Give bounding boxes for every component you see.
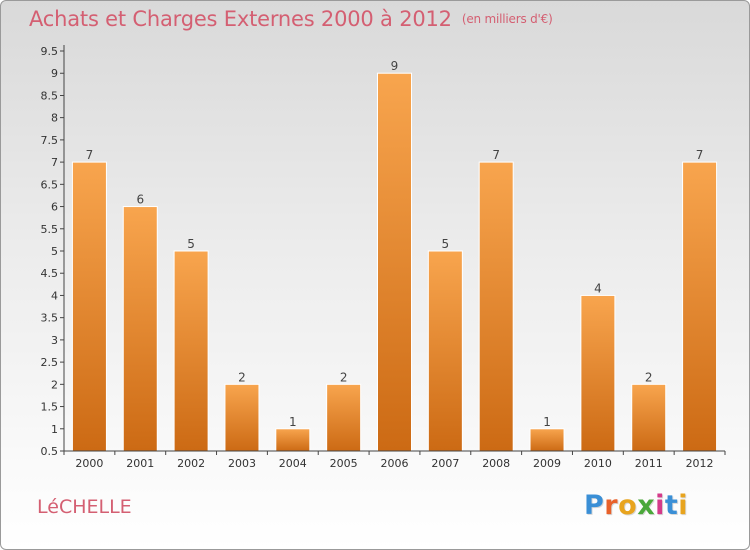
x-tick-label: 2000 <box>75 457 103 470</box>
y-tick-label: 7 <box>51 156 58 169</box>
x-tick-label: 2002 <box>177 457 205 470</box>
data-label: 6 <box>136 193 144 207</box>
x-tick-label: 2001 <box>126 457 154 470</box>
data-label: 5 <box>442 237 450 251</box>
bar <box>478 161 514 452</box>
logo-letter: P <box>584 490 605 521</box>
y-tick-label: 4.5 <box>41 267 59 280</box>
bar <box>377 72 412 452</box>
data-label: 1 <box>289 415 297 429</box>
x-tick-label: 2008 <box>482 457 510 470</box>
data-label: 4 <box>594 281 602 295</box>
data-label: 7 <box>696 148 704 162</box>
data-label: 9 <box>391 59 399 73</box>
data-label: 2 <box>238 370 246 384</box>
bar <box>631 383 667 452</box>
y-tick-label: 9 <box>51 67 58 80</box>
y-tick-label: 8.5 <box>41 89 59 102</box>
bars-layer: 7 6 5 2 1 2 9 5 7 1 4 2 7 <box>71 59 718 452</box>
bar <box>580 294 616 452</box>
y-tick-label: 6.5 <box>41 178 59 191</box>
x-tick-label: 2012 <box>686 457 714 470</box>
logo-letter: r <box>604 490 619 521</box>
bar <box>326 383 362 452</box>
bar <box>427 250 463 452</box>
y-tick-label: 2.5 <box>41 356 59 369</box>
chart-title: Achats et Charges Externes 2000 à 2012 (e… <box>29 7 553 31</box>
y-tick-label: 7.5 <box>41 134 59 147</box>
x-tick-label: 2006 <box>381 457 409 470</box>
x-tick-label: 2003 <box>228 457 256 470</box>
x-tick-label: 2009 <box>533 457 561 470</box>
y-tick-label: 3 <box>51 334 58 347</box>
x-tick-label: 2010 <box>584 457 612 470</box>
chart-title-text: Achats et Charges Externes 2000 à 2012 <box>29 7 452 31</box>
bar <box>173 250 209 452</box>
proxiti-logo[interactable]: Proxiti <box>584 490 688 521</box>
chart-unit-note: (en milliers d'€) <box>461 12 553 26</box>
bar <box>682 161 718 452</box>
logo-letter: t <box>664 490 679 521</box>
commune-name: LéCHELLE <box>37 496 132 518</box>
axis-layer: 2000 2001 2002 2003 2004 2005 2006 2007 2008 2009… <box>41 45 726 470</box>
y-tick-label: 9.5 <box>41 45 59 58</box>
data-label: 7 <box>86 148 94 162</box>
logo-letter: x <box>637 490 656 521</box>
logo-letter: i <box>655 490 665 521</box>
logo-letter: i <box>678 490 689 521</box>
data-label: 7 <box>492 148 500 162</box>
y-tick-label: 1 <box>51 423 58 436</box>
bar <box>224 383 260 452</box>
data-label: 2 <box>340 370 348 384</box>
y-tick-label: 5.5 <box>41 223 59 236</box>
logo-letter: o <box>618 490 638 521</box>
y-tick-label: 1.5 <box>41 401 59 414</box>
y-tick-label: 3.5 <box>41 312 59 325</box>
x-tick-label: 2004 <box>279 457 307 470</box>
x-tick-label: 2011 <box>635 457 663 470</box>
x-tick-label: 2007 <box>431 457 459 470</box>
y-tick-label: 2 <box>51 378 58 391</box>
bar <box>275 428 311 452</box>
y-tick-label: 4 <box>51 289 58 302</box>
bar <box>529 428 565 452</box>
y-tick-label: 5 <box>51 245 58 258</box>
bar <box>122 206 158 452</box>
data-label: 5 <box>187 237 195 251</box>
y-tick-label: 8 <box>51 112 58 125</box>
y-tick-label: 0.5 <box>41 445 59 458</box>
y-tick-label: 6 <box>51 201 58 214</box>
data-label: 2 <box>645 370 653 384</box>
bar <box>71 161 107 452</box>
data-label: 1 <box>543 415 551 429</box>
x-tick-label: 2005 <box>330 457 358 470</box>
